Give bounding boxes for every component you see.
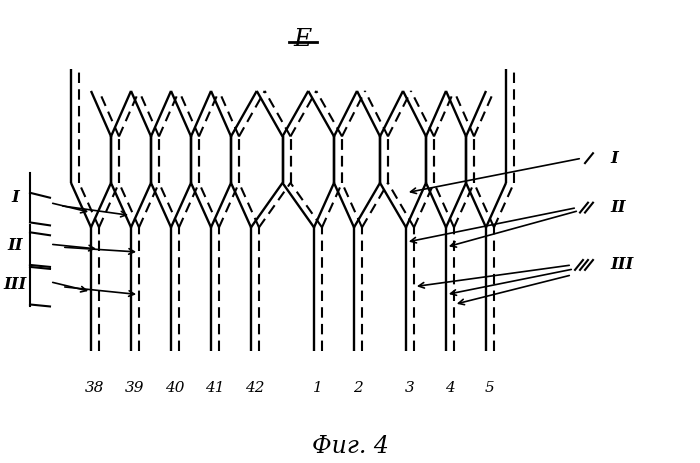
Text: 39: 39 <box>125 381 145 394</box>
Text: III: III <box>4 276 27 293</box>
Text: I: I <box>610 150 617 167</box>
Text: 4: 4 <box>445 381 455 394</box>
Text: III: III <box>610 257 634 274</box>
Text: 2: 2 <box>353 381 363 394</box>
Text: 40: 40 <box>165 381 185 394</box>
Text: I: I <box>11 189 19 206</box>
Text: 5: 5 <box>485 381 495 394</box>
Text: 38: 38 <box>85 381 105 394</box>
Text: 41: 41 <box>205 381 225 394</box>
Text: Фиг. 4: Фиг. 4 <box>312 435 388 458</box>
Text: 3: 3 <box>405 381 415 394</box>
Text: 42: 42 <box>245 381 265 394</box>
Text: 1: 1 <box>313 381 323 394</box>
Text: II: II <box>7 237 22 254</box>
Text: Е: Е <box>293 28 312 50</box>
Text: II: II <box>610 199 626 216</box>
